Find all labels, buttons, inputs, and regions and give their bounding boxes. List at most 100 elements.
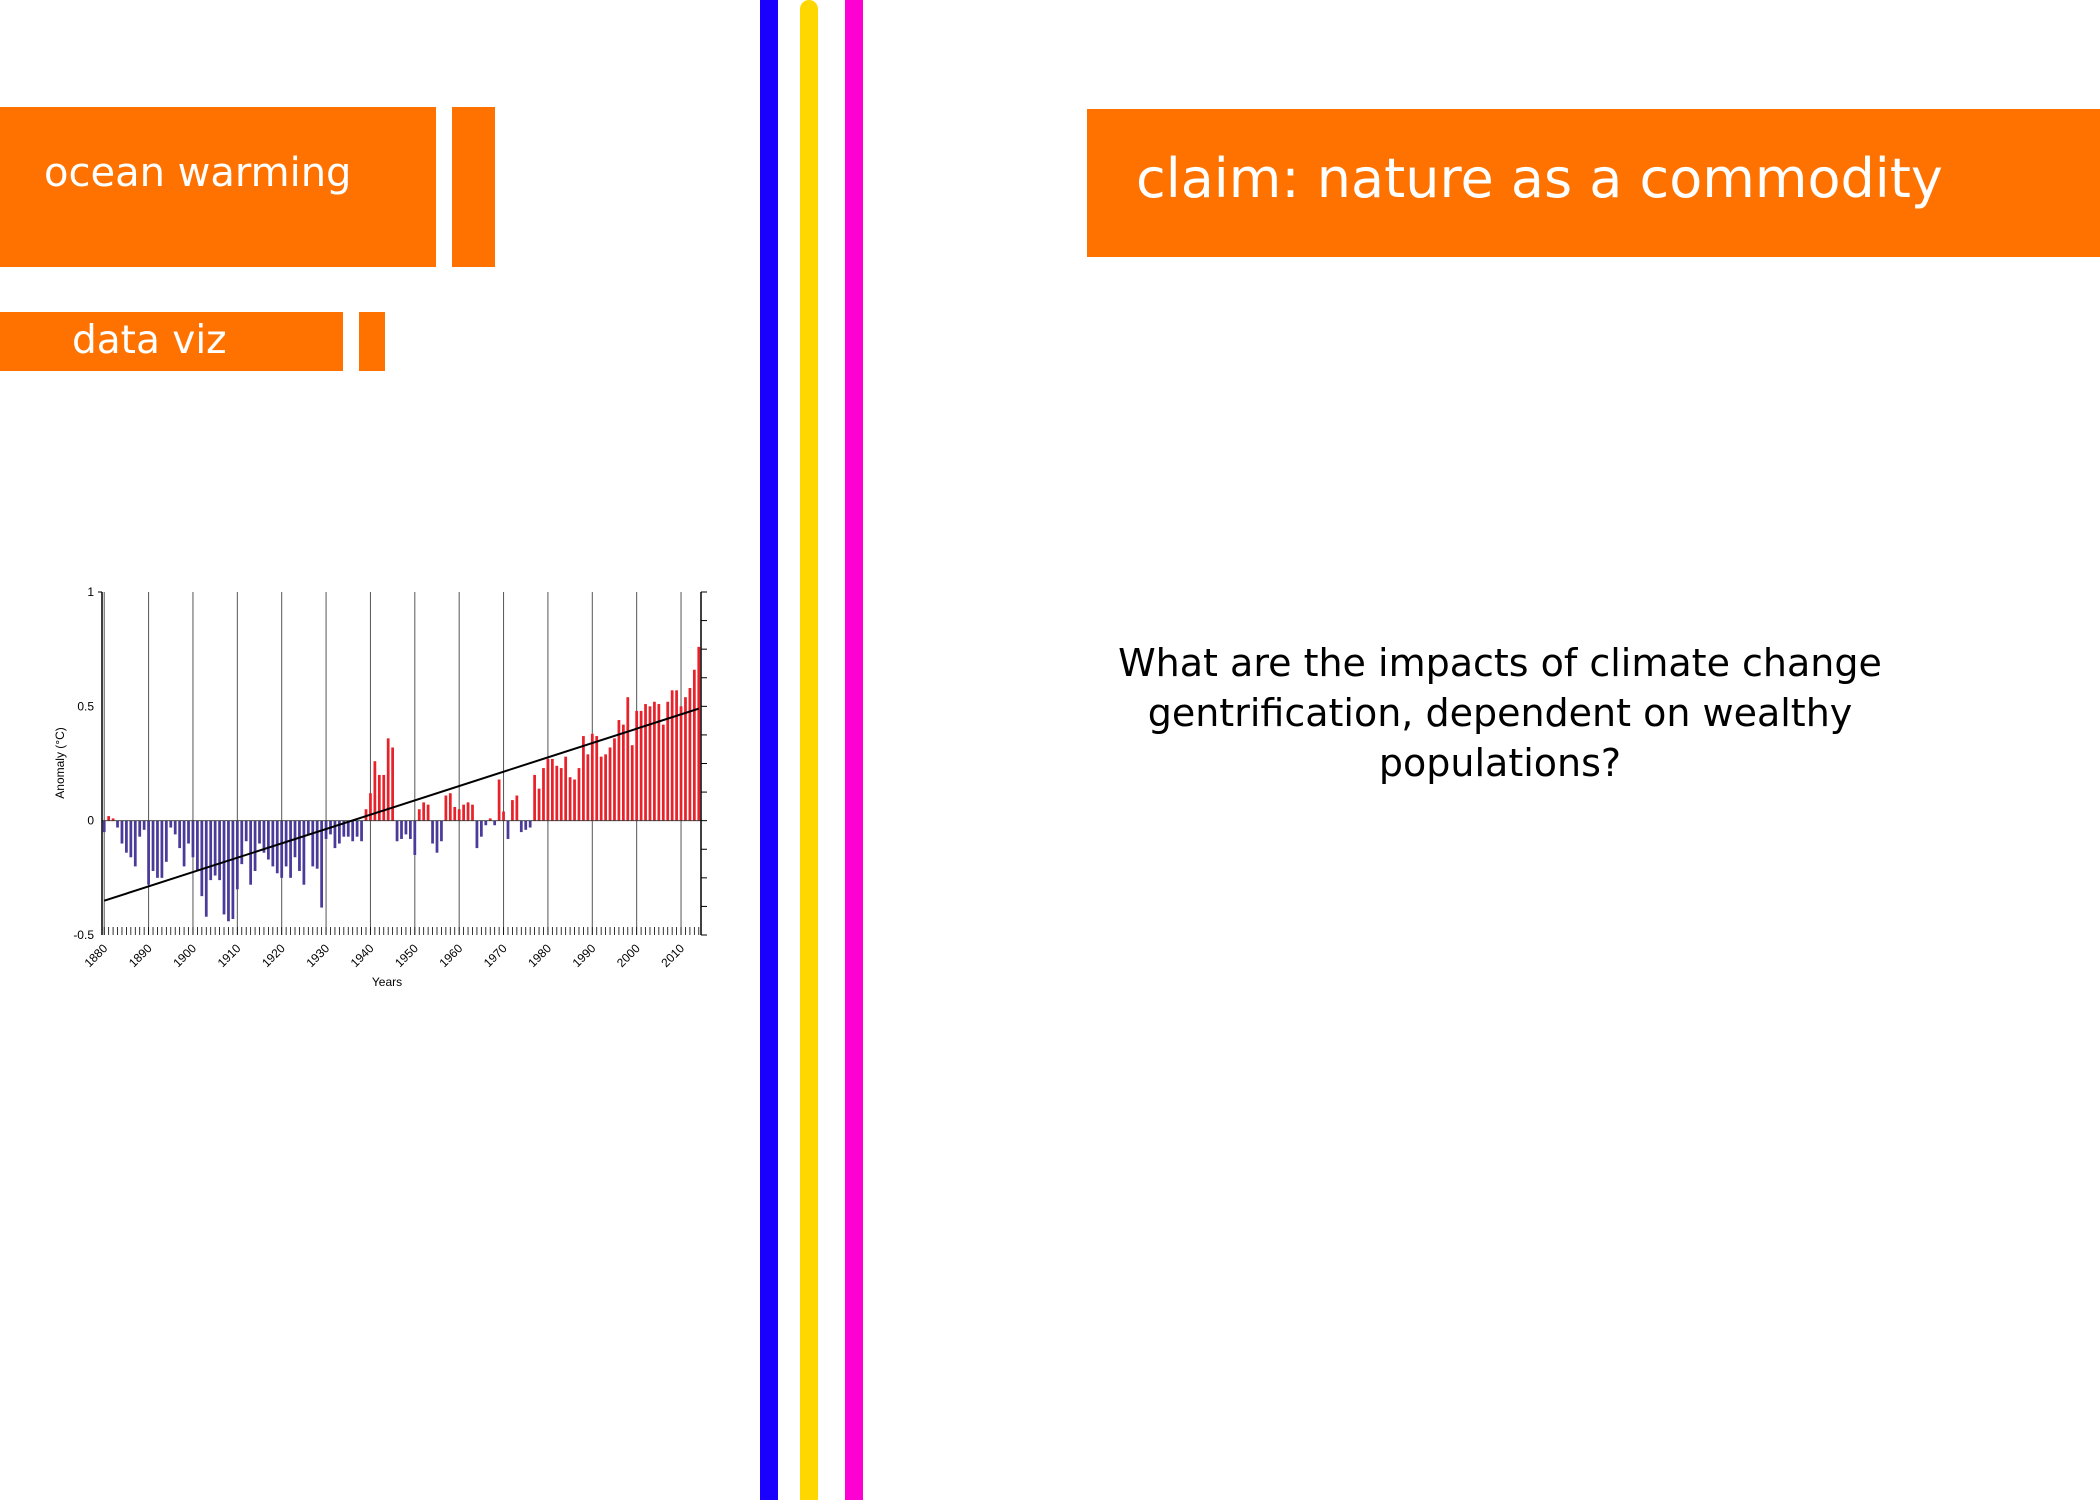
bar-1989 <box>586 754 590 821</box>
magenta-divider-stripe <box>845 0 863 1500</box>
heading-banner <box>0 107 436 267</box>
bar-1892 <box>156 820 159 878</box>
bar-1969 <box>497 779 501 821</box>
bar-1988 <box>582 736 585 821</box>
bar-2006 <box>661 724 665 821</box>
bar-1905 <box>213 820 217 876</box>
bar-1983 <box>559 768 563 821</box>
bar-1940 <box>369 793 372 821</box>
x-tick-label-1880: 1880 <box>82 941 111 970</box>
bar-1910 <box>235 820 239 890</box>
heading-accent-block <box>452 107 495 267</box>
yellow-divider-stripe <box>800 0 818 1500</box>
bar-1906 <box>218 820 221 881</box>
bar-1924 <box>298 820 301 871</box>
x-tick-label-2000: 2000 <box>614 941 643 970</box>
subheading-banner <box>0 312 343 371</box>
bar-1898 <box>182 820 186 867</box>
bar-1984 <box>564 756 568 821</box>
bar-1949 <box>408 820 412 839</box>
y-tick-label--0.5: -0.5 <box>73 928 94 942</box>
bar-1938 <box>360 820 363 842</box>
bar-1992 <box>599 756 603 821</box>
bar-1998 <box>626 697 630 821</box>
bar-1946 <box>395 820 399 842</box>
bar-1929 <box>320 820 324 908</box>
bar-1887 <box>133 820 137 867</box>
bar-1918 <box>271 820 275 867</box>
bar-1894 <box>164 820 168 862</box>
x-axis-title: Years <box>372 975 402 989</box>
bar-1996 <box>617 720 621 821</box>
bar-1960 <box>457 809 461 821</box>
bar-1972 <box>511 800 514 821</box>
bar-1990 <box>590 733 594 821</box>
bar-1945 <box>391 747 395 821</box>
bar-1965 <box>479 820 483 837</box>
bar-2000 <box>635 710 639 821</box>
bar-1966 <box>484 820 488 826</box>
bar-1926 <box>306 820 310 835</box>
bar-1925 <box>302 820 306 885</box>
bar-1902 <box>200 820 204 897</box>
bar-1922 <box>289 820 292 878</box>
bar-1899 <box>187 820 190 844</box>
bar-1986 <box>573 779 576 821</box>
bar-1974 <box>519 820 523 833</box>
x-tick-label-1920: 1920 <box>259 941 288 970</box>
bar-2008 <box>670 690 674 821</box>
bar-1883 <box>116 820 119 828</box>
chart-axes <box>98 591 707 936</box>
x-tick-label-1950: 1950 <box>392 941 421 970</box>
bar-1881 <box>107 816 111 821</box>
bar-2007 <box>666 701 670 821</box>
x-tick-label-1940: 1940 <box>348 941 377 970</box>
bar-1908 <box>227 820 230 922</box>
x-tick-label-2010: 2010 <box>658 941 687 970</box>
bar-1919 <box>275 820 279 874</box>
x-tick-label-1900: 1900 <box>170 941 199 970</box>
section-subtitle: data viz <box>72 318 227 363</box>
bar-1943 <box>382 774 386 821</box>
bar-1964 <box>475 820 479 849</box>
bar-1976 <box>528 820 532 828</box>
bar-1884 <box>120 820 124 844</box>
bar-1961 <box>462 804 465 821</box>
bar-1978 <box>537 788 541 821</box>
bar-1900 <box>191 820 195 858</box>
bar-1979 <box>542 768 545 821</box>
x-tick-label-1910: 1910 <box>215 941 244 970</box>
bar-1962 <box>466 802 470 821</box>
bar-2004 <box>653 701 656 821</box>
bar-1936 <box>351 820 355 842</box>
x-tick-label-1930: 1930 <box>303 941 332 970</box>
page-title: ocean warming <box>44 150 352 196</box>
y-axis-title: Anomaly (°C) <box>53 727 67 798</box>
bar-1956 <box>440 820 443 842</box>
trend-line <box>103 707 700 902</box>
bar-1980 <box>546 758 550 821</box>
bar-2009 <box>675 690 678 821</box>
bar-1947 <box>400 820 403 839</box>
bar-1968 <box>493 820 497 826</box>
bar-1896 <box>173 820 177 835</box>
bar-1912 <box>244 820 248 842</box>
bar-1971 <box>506 820 510 839</box>
bar-1953 <box>426 804 430 821</box>
bar-1882 <box>111 818 115 821</box>
subheading-accent-block <box>359 312 385 371</box>
bar-2010 <box>679 706 683 821</box>
bar-1904 <box>209 820 213 881</box>
bar-2002 <box>644 704 647 821</box>
bar-1937 <box>355 820 359 837</box>
bar-1907 <box>222 820 226 915</box>
bar-1981 <box>550 758 554 821</box>
bar-1911 <box>240 820 244 865</box>
bar-1954 <box>431 820 434 844</box>
bar-1982 <box>555 765 559 821</box>
bar-1920 <box>280 820 284 878</box>
bar-1948 <box>404 820 408 835</box>
bar-1957 <box>444 795 448 821</box>
bar-2001 <box>639 710 643 821</box>
bar-1915 <box>258 820 261 844</box>
